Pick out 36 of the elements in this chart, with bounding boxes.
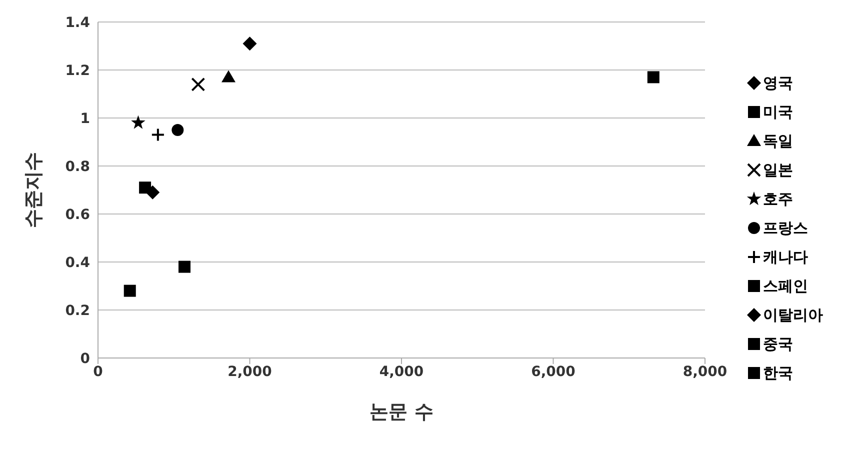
point [172,124,184,136]
y-tick-label: 1.2 [65,62,90,79]
point [124,284,136,297]
y-tick-label: 0.2 [65,302,90,319]
y-tick-label: 0.8 [65,158,90,175]
legend-label: 스페인 [763,276,808,296]
legend-label: 한국 [763,362,793,384]
y-tick-label: 1.4 [65,14,90,31]
point [647,71,660,84]
point [222,70,236,82]
legend-label: 프랑스 [763,218,808,238]
legend-label: 영국 [763,72,793,94]
y-tick-label: 0.4 [65,254,90,271]
legend-label: 호주 [763,188,793,210]
legend-label: 일본 [763,160,793,180]
x-axis-title: 논문 수 [370,401,434,423]
y-tick-label: 1 [80,110,90,127]
point [150,128,165,142]
x-tick-label: 4,000 [379,364,424,380]
point [146,185,160,200]
x-tick-label: 6,000 [531,364,576,380]
legend-label: 미국 [763,102,793,122]
y-tick-label: 0 [80,350,90,367]
point [242,36,257,51]
legend-label: 이탈리아 [763,304,823,326]
y-tick-label: 0.6 [65,206,90,223]
legend-label: 캐나다 [763,246,808,268]
point [178,260,190,273]
point [191,77,206,92]
legend-label: 독일 [763,130,793,152]
x-tick-label: 0 [93,364,104,380]
y-axis-title: 수준지수 [22,152,45,228]
legend-label: 중국 [763,334,793,354]
x-tick-label: 8,000 [682,364,728,380]
x-tick-label: 2,000 [228,364,272,380]
point [131,115,146,129]
